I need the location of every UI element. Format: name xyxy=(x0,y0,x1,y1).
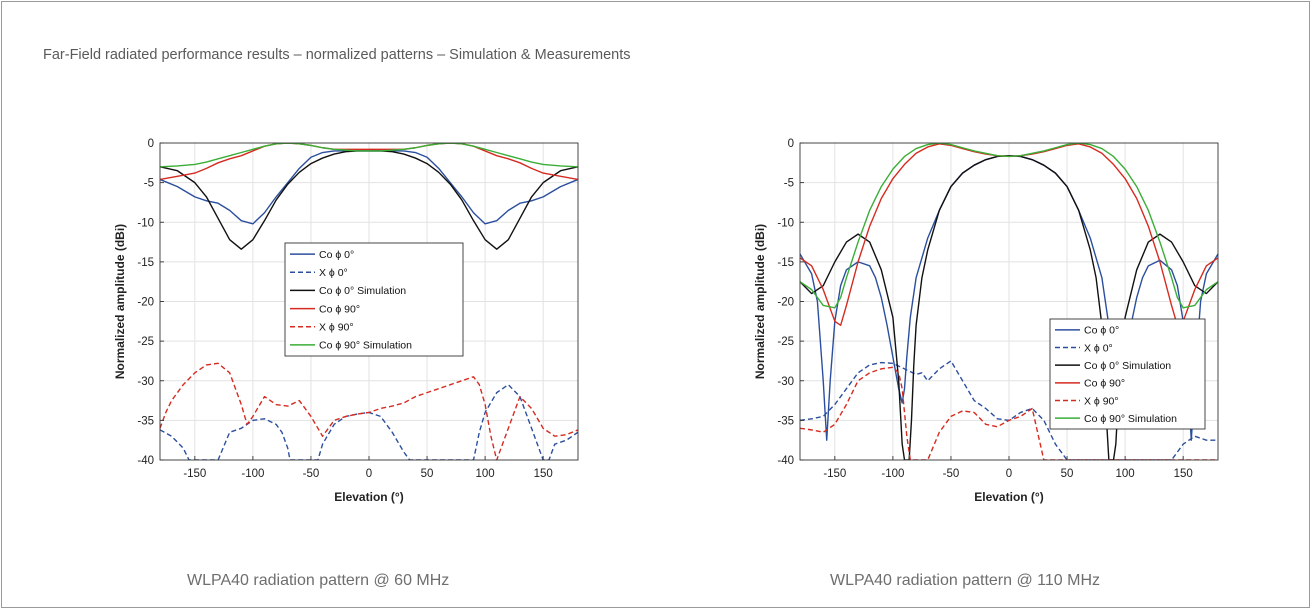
series-line-x-phi-90 xyxy=(160,362,578,460)
y-tick-label: 0 xyxy=(788,138,794,150)
y-tick-label: -20 xyxy=(777,297,794,309)
legend-label: Co ϕ 0° Simulation xyxy=(319,285,406,297)
x-tick-label: 50 xyxy=(421,468,434,480)
series-line-co-phi-90-simulation xyxy=(800,143,1218,309)
y-tick-label: -5 xyxy=(784,178,794,190)
x-axis-label: Elevation (°) xyxy=(974,490,1043,504)
legend-label: X ϕ 0° xyxy=(319,267,348,279)
y-axis-label: Normalized amplitude (dBi) xyxy=(753,224,767,379)
legend-box xyxy=(284,242,464,357)
series-line-co-phi-90 xyxy=(160,143,578,181)
x-tick-label: 150 xyxy=(534,468,553,480)
legend-label: Co ϕ 0° xyxy=(1084,325,1119,337)
x-tick-label: 0 xyxy=(1006,468,1012,480)
chart-svg: -150 -100 -50 0 50 100 150 0 -5 -10 -15 -20 -25 -30 -3… xyxy=(753,138,1219,504)
y-tick-label: -40 xyxy=(137,455,154,467)
y-tick-label: -10 xyxy=(777,217,794,229)
x-tick-label: 150 xyxy=(1174,468,1193,480)
x-axis-label: Elevation (°) xyxy=(334,490,403,504)
y-tick-label: -35 xyxy=(137,415,154,427)
x-tick-label: 50 xyxy=(1061,468,1074,480)
x-tick-label: 0 xyxy=(366,468,372,480)
y-tick-label: -20 xyxy=(137,297,154,309)
legend: Co ϕ 0° X ϕ 0° Co ϕ 0° Simulation Co ϕ 90° X… xyxy=(1049,318,1206,430)
chart-svg: -150 -100 -50 0 50 100 150 0 -5 -10 -15 -20 -25 -30 -3… xyxy=(113,138,579,504)
x-tick-label: -150 xyxy=(823,468,846,480)
legend-label: X ϕ 90° xyxy=(1084,395,1119,407)
series-line-co-phi-90-simulation xyxy=(160,143,578,168)
y-tick-label: -35 xyxy=(777,415,794,427)
series-line-x-phi-0 xyxy=(160,384,578,460)
y-tick-label: -25 xyxy=(137,336,154,348)
legend: Co ϕ 0° X ϕ 0° Co ϕ 0° Simulation Co ϕ 90° X… xyxy=(284,242,464,357)
legend-label: Co ϕ 90° Simulation xyxy=(319,340,412,352)
legend-label: Co ϕ 90° xyxy=(319,303,360,315)
y-tick-label: -25 xyxy=(777,336,794,348)
chart-60mhz: -150 -100 -50 0 50 100 150 0 -5 -10 -15 -20 -25 -30 -3… xyxy=(105,120,625,504)
legend-label: Co ϕ 0° xyxy=(319,249,354,261)
legend-label: X ϕ 90° xyxy=(319,322,354,334)
x-tick-label: -100 xyxy=(881,468,904,480)
x-tick-label: 100 xyxy=(1116,468,1135,480)
legend-box xyxy=(1049,318,1206,430)
legend-label: Co ϕ 90° xyxy=(1084,378,1125,390)
y-tick-label: -10 xyxy=(137,217,154,229)
chart-110mhz: -150 -100 -50 0 50 100 150 0 -5 -10 -15 -20 -25 -30 -3… xyxy=(745,120,1265,504)
y-tick-label: -15 xyxy=(137,257,154,269)
x-tick-label: -50 xyxy=(303,468,320,480)
legend-label: Co ϕ 0° Simulation xyxy=(1084,360,1171,372)
x-tick-label: 100 xyxy=(476,468,495,480)
y-tick-label: -15 xyxy=(777,257,794,269)
y-tick-label: -40 xyxy=(777,455,794,467)
series-line-x-phi-90 xyxy=(800,366,1218,460)
page-title: Far-Field radiated performance results –… xyxy=(43,47,631,63)
caption-60mhz: WLPA40 radiation pattern @ 60 MHz xyxy=(187,572,450,589)
legend-label: Co ϕ 90° Simulation xyxy=(1084,413,1177,425)
y-tick-label: -30 xyxy=(777,376,794,388)
y-tick-label: 0 xyxy=(148,138,154,150)
y-axis-label: Normalized amplitude (dBi) xyxy=(113,224,127,379)
y-tick-label: -5 xyxy=(144,178,154,190)
y-tick-label: -30 xyxy=(137,376,154,388)
x-tick-label: -150 xyxy=(183,468,206,480)
x-tick-label: -50 xyxy=(943,468,960,480)
x-tick-label: -100 xyxy=(241,468,264,480)
caption-110mhz: WLPA40 radiation pattern @ 110 MHz xyxy=(830,572,1100,589)
legend-label: X ϕ 0° xyxy=(1084,342,1113,354)
